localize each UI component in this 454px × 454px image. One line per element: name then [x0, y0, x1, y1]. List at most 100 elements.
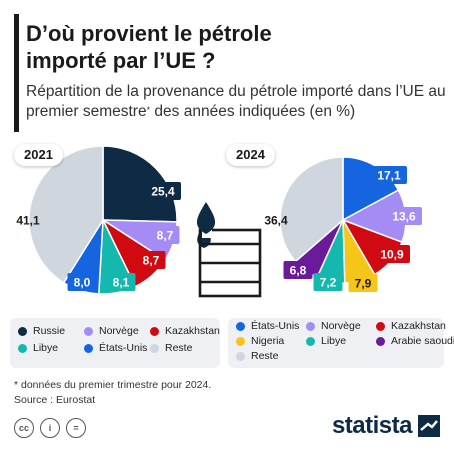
subtitle-part-1: Répartition de la provenance du pétrole … [26, 83, 446, 120]
legend-label: Nigeria [251, 335, 285, 347]
legend-item-2024-norvege: Norvège [306, 320, 361, 332]
legend-label: Russie [33, 325, 66, 337]
legend-label: Kazakhstan [165, 325, 220, 337]
title-line-1: D’où provient le pétrole [26, 21, 272, 46]
data-label-2021-libye: 8,1 [106, 273, 136, 291]
statista-logo-icon [418, 415, 440, 437]
data-label-2021-norvege: 8,7 [150, 226, 180, 244]
data-label-2021-etats-unis: 8,0 [67, 273, 97, 291]
chart-title: D’où provient le pétrole importé par l’U… [26, 20, 436, 74]
data-label-2024-kazakhstan: 10,9 [374, 245, 410, 263]
legend-swatch [236, 351, 245, 361]
data-label-text-2024-nigeria: 7,9 [355, 277, 372, 291]
legend-swatch [18, 326, 27, 336]
data-label-bg-2021-kazakhstan [136, 251, 166, 269]
data-label-bg-2024-kazakhstan [374, 245, 410, 263]
data-label-2024-etats-unis: 17,1 [371, 166, 407, 184]
data-label-2021-reste: 41,1 [16, 214, 40, 228]
legend-swatch [376, 336, 385, 346]
data-label-bg-2021-libye [106, 273, 136, 291]
legend-2024: États-Unis Norvège Kazakhstan Nigeria Libye A… [228, 318, 454, 368]
legend-swatch [84, 326, 93, 336]
data-label-text-2021-kazakhstan: 8,7 [143, 254, 160, 268]
pie-chart-2021: 25,4 8,7 8,7 8,1 8,0 41,1 [16, 145, 181, 295]
data-label-2024-arabie-saoudite: 6,8 [283, 261, 313, 279]
legend-label: Reste [251, 350, 279, 362]
legend-swatch [150, 343, 159, 353]
chart-subtitle: Répartition de la provenance du pétrole … [26, 82, 446, 122]
legend-item-2024-kazakhstan: Kazakhstan [376, 320, 446, 332]
data-label-2024-norvege: 13,6 [386, 207, 422, 225]
brand-name: statista [331, 412, 413, 439]
data-label-2021-kazakhstan: 8,7 [136, 251, 166, 269]
title-accent-bar [14, 14, 19, 132]
footnotes: * données du premier trimestre pour 2024… [14, 378, 211, 408]
legend-label: Libye [321, 335, 347, 347]
pie-charts-svg: 25,4 8,7 8,7 8,1 8,0 41,1 17,1 13,6 10,9 7,9 7,2 6… [16, 145, 422, 298]
legend-label: États-Unis [251, 320, 300, 332]
legend-label: Reste [165, 342, 193, 354]
oil-drop-main [196, 202, 216, 234]
legend-label: Norvège [321, 320, 361, 332]
legend-item-2021-reste: Reste [150, 342, 192, 354]
cc-icon: cc [14, 418, 34, 438]
data-label-bg-2024-norvege [386, 207, 422, 225]
legend-item-2024-arabie-saoudite: Arabie saoudite [376, 335, 454, 347]
year-label-2021: 2021 [14, 144, 63, 166]
data-label-text-2024-norvege: 13,6 [392, 210, 416, 224]
data-label-bg-2021-russie [145, 182, 181, 200]
data-label-text-2021-reste: 41,1 [16, 214, 40, 228]
data-label-text-2024-etats-unis: 17,1 [377, 169, 401, 183]
legend-swatch [18, 343, 27, 353]
legend-label: États-Unis [99, 342, 148, 354]
legend-item-2021-libye: Libye [18, 342, 58, 354]
title-line-2: importé par l’UE ? [26, 48, 216, 73]
data-label-bg-2024-arabie-saoudite [283, 261, 313, 279]
data-label-bg-2024-etats-unis [371, 166, 407, 184]
legend-item-2021-kazakhstan: Kazakhstan [150, 325, 220, 337]
data-label-text-2021-libye: 8,1 [113, 276, 130, 290]
data-label-text-2024-kazakhstan: 10,9 [380, 248, 404, 262]
nd-icon: = [66, 418, 86, 438]
legend-2021: Russie Norvège Kazakhstan Libye États-Unis Re… [10, 318, 220, 368]
pie-slice-2021-russie [102, 145, 178, 223]
legend-item-2021-norvege: Norvège [84, 325, 139, 337]
subtitle-part-2: des années indiquées (en %) [150, 103, 356, 120]
legend-label: Kazakhstan [391, 320, 446, 332]
pie-slice-2021-reste [28, 145, 104, 284]
legend-swatch [306, 321, 315, 331]
data-label-2024-reste: 36,4 [264, 214, 288, 228]
data-label-text-2024-libye: 7,2 [320, 276, 337, 290]
year-label-2024: 2024 [226, 144, 275, 166]
legend-swatch [150, 326, 159, 336]
data-label-bg-2021-etats-unis [67, 273, 97, 291]
pie-slice-2024-reste [279, 156, 344, 263]
data-label-text-2024-reste: 36,4 [264, 214, 288, 228]
footnote-text: * données du premier trimestre pour 2024… [14, 379, 212, 391]
data-label-bg-2024-nigeria [348, 274, 378, 292]
legend-swatch [236, 336, 245, 346]
legend-item-2024-reste: Reste [236, 350, 278, 362]
brand-logo: statista [332, 412, 440, 440]
legend-label: Libye [33, 342, 59, 354]
data-label-text-2021-norvege: 8,7 [157, 229, 174, 243]
legend-item-2024-libye: Libye [306, 335, 346, 347]
legend-item-2024-etats-unis: États-Unis [236, 320, 299, 332]
pie-chart-2024: 17,1 13,6 10,9 7,9 7,2 6,8 36,4 [264, 156, 422, 292]
by-icon: i [40, 418, 60, 438]
oil-barrel-icon [196, 202, 262, 298]
subtitle-footnote-mark: * [146, 105, 151, 115]
data-label-text-2021-russie: 25,4 [151, 185, 175, 199]
legend-label: Norvège [99, 325, 139, 337]
legend-swatch [376, 321, 385, 331]
data-label-2021-russie: 25,4 [145, 182, 181, 200]
legend-swatch [84, 343, 93, 353]
legend-label: Arabie saoudite [391, 335, 454, 347]
source-text: Source : Eurostat [14, 394, 96, 406]
data-label-bg-2021-norvege [150, 226, 180, 244]
legend-item-2021-etats-unis: États-Unis [84, 342, 147, 354]
data-label-2024-libye: 7,2 [313, 273, 343, 291]
data-label-text-2021-etats-unis: 8,0 [74, 276, 91, 290]
license-icons: cc i = [14, 418, 86, 438]
legend-swatch [306, 336, 315, 346]
